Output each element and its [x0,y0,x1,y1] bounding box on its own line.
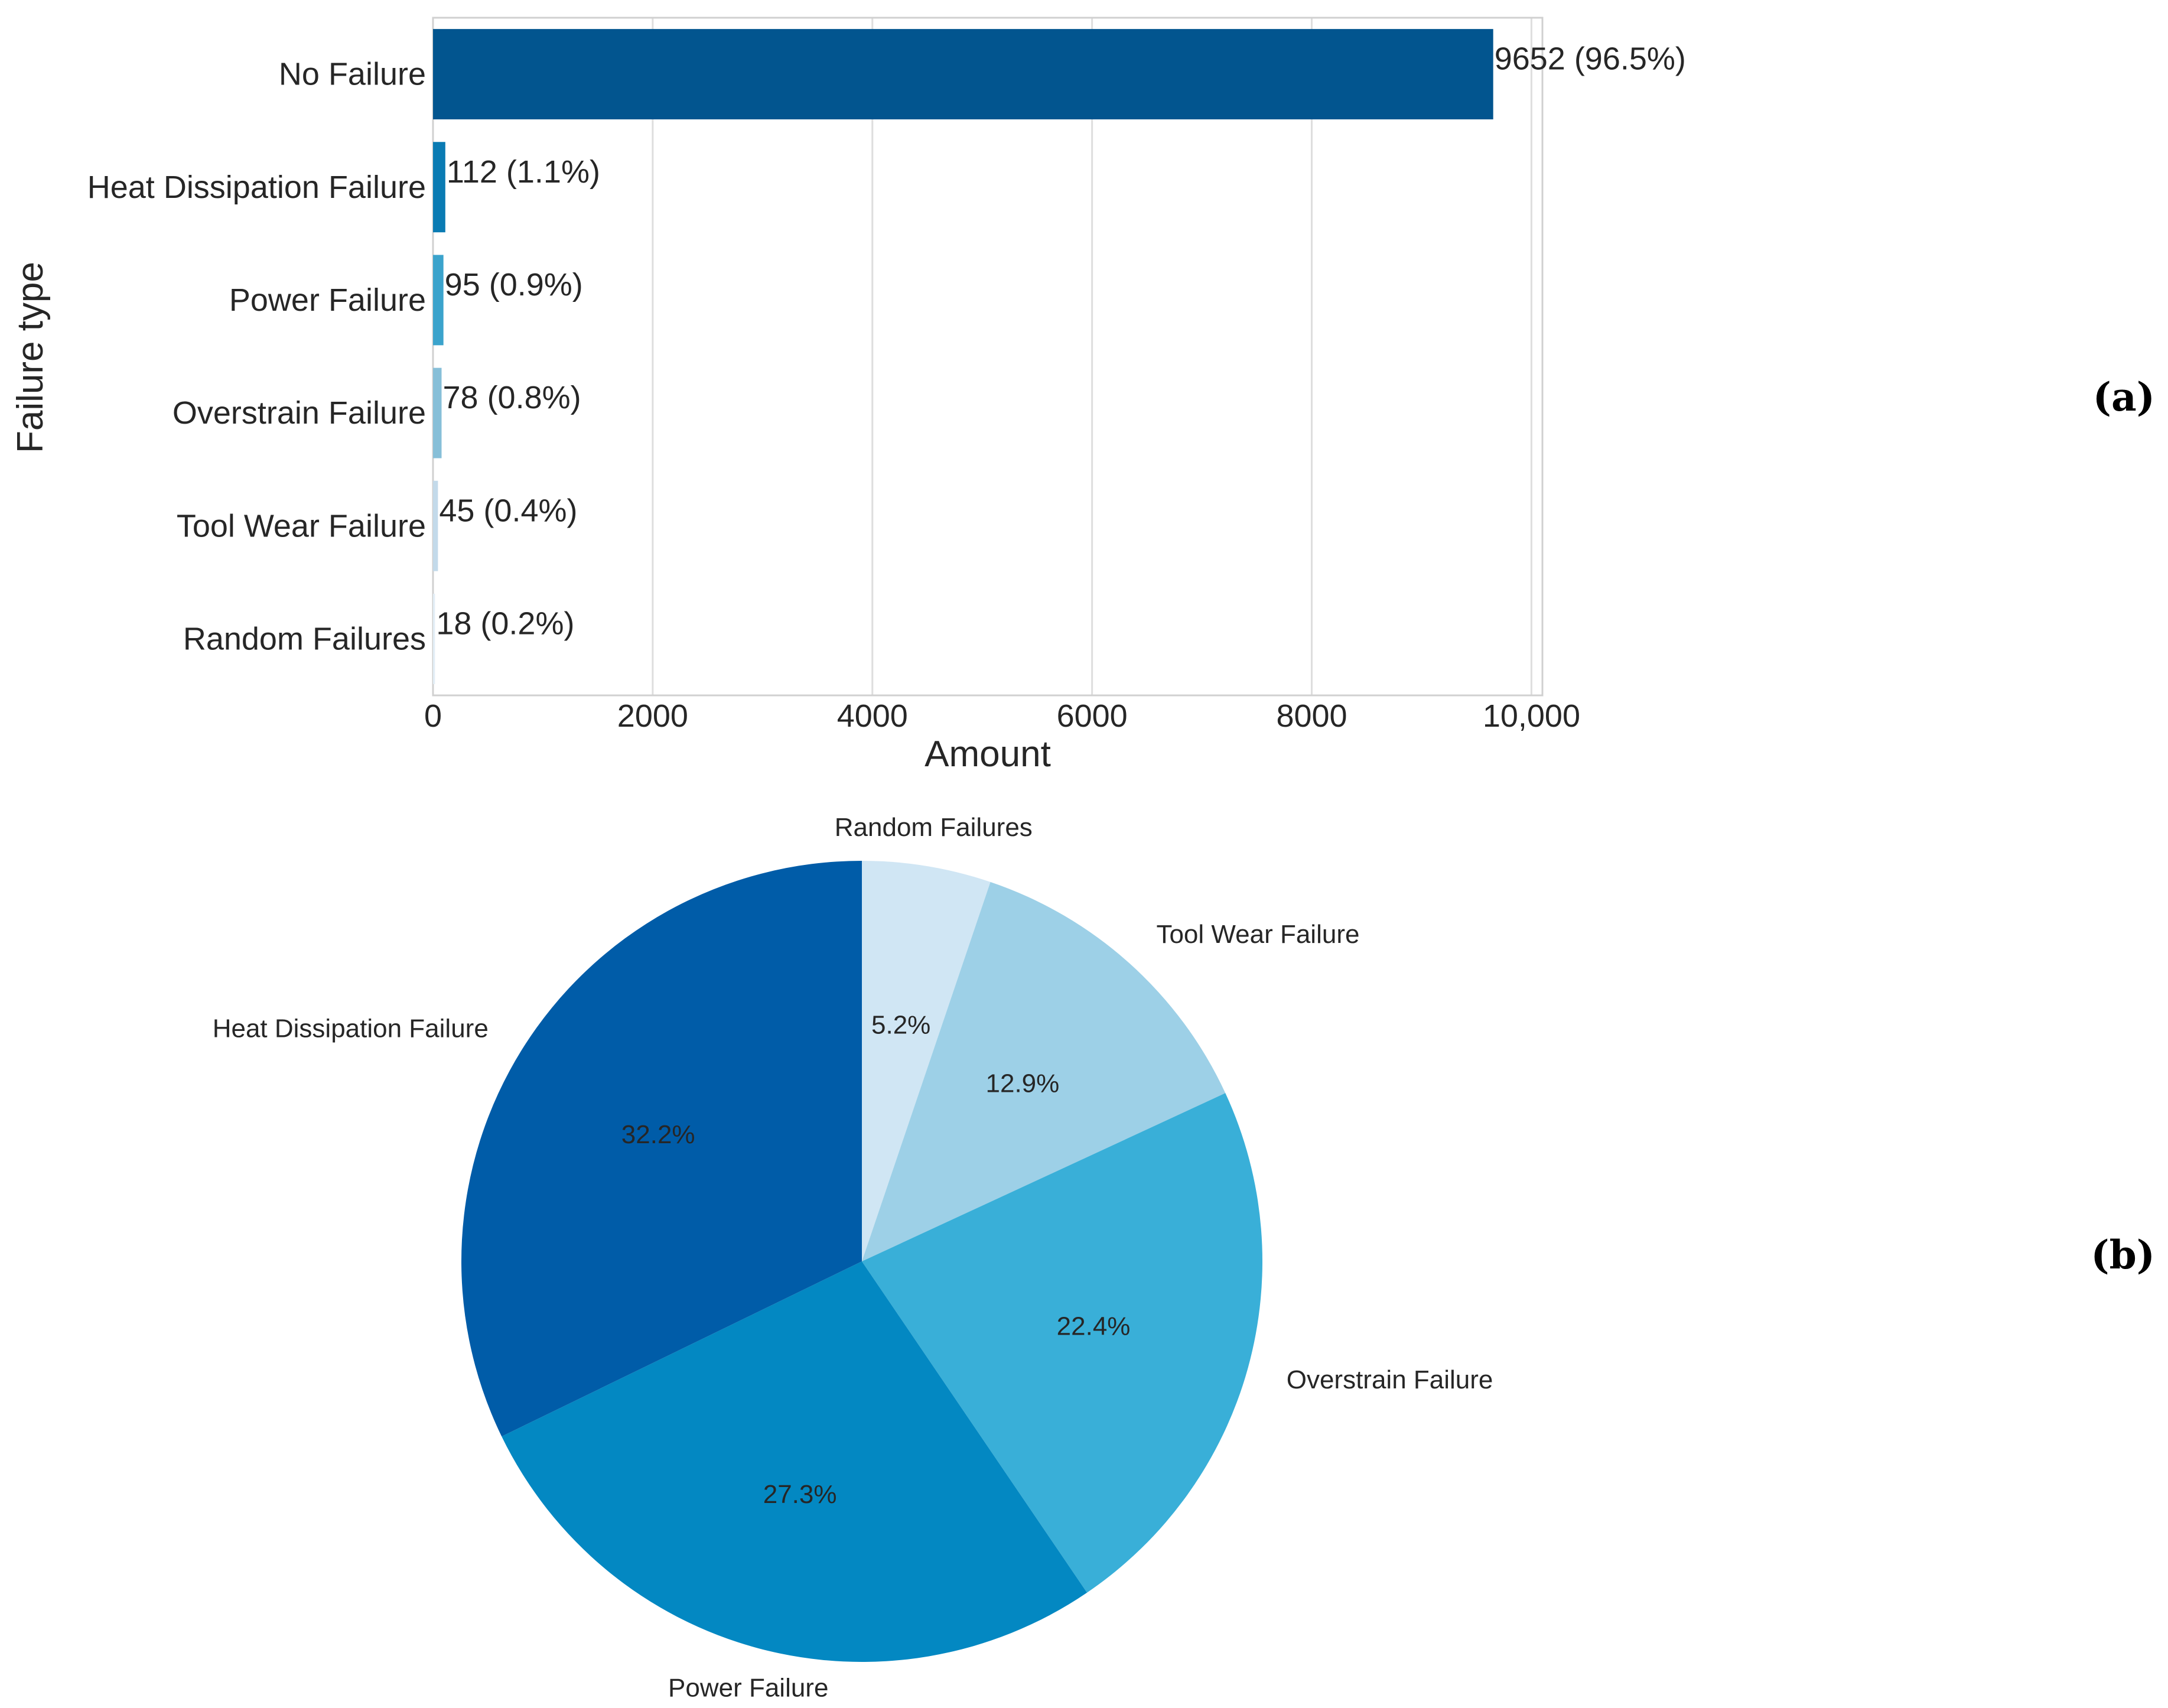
panel-label-b: (b) [2091,1232,2155,1278]
pie-slice-label: Tool Wear Failure [1156,920,1359,949]
bar-chart: 9652 (96.5%) 112 (1.1%) 95 (0.9%) 78 (0.8%)… [10,17,2155,775]
panel-label-a: (a) [2093,374,2155,420]
bar-category-label: No Failure [279,57,426,92]
bar-x-tick-label: 0 [424,698,442,734]
pie-slice-label: Overstrain Failure [1287,1365,1493,1394]
bar-category-label: Overstrain Failure [172,395,426,431]
bar [433,367,442,458]
bar [433,480,438,571]
pie-slice [862,861,991,1261]
bar [433,593,435,684]
bar-x-tick-label: 8000 [1276,698,1347,734]
pie-percent-label: 22.4% [1057,1312,1131,1341]
bar-x-axis-label: Amount [925,734,1051,775]
bar-category-labels: No Failure Heat Dissipation Failure Power … [87,57,426,657]
bar [433,29,1493,120]
pie-slice-label: Heat Dissipation Failure [213,1014,489,1043]
pie-chart: 5.2% 12.9% 22.4% 27.3% 32.2% Random Failures… [213,813,2155,1702]
pie-percent-labels: 5.2% 12.9% 22.4% 27.3% 32.2% [621,1011,1131,1509]
bar-data-label: 78 (0.8%) [443,380,581,415]
bar [433,142,445,233]
bar-data-label: 18 (0.2%) [436,606,574,641]
pie-slice [862,881,1226,1261]
bar-category-label: Heat Dissipation Failure [87,170,426,205]
bar-category-label: Random Failures [183,621,426,656]
pie-percent-label: 27.3% [763,1480,837,1509]
bar-x-tick-label: 6000 [1057,698,1128,734]
pie-slice-labels: Random Failures Tool Wear Failure Overstra… [213,813,1493,1702]
bar-data-label: 45 (0.4%) [439,493,577,528]
bar-category-label: Power Failure [229,282,426,318]
bar-y-axis-label: Failure type [10,262,51,453]
bar-x-tick-label: 2000 [617,698,688,734]
bar [433,255,444,346]
pie-slice-label: Random Failures [835,813,1033,842]
bar-plot-frame [432,17,1544,697]
bar-data-label: 9652 (96.5%) [1495,41,1686,77]
bar-data-label: 95 (0.9%) [445,267,583,302]
pie-slice [862,1093,1262,1593]
pie-slice [502,1261,1088,1662]
pie-slice-label: Power Failure [668,1674,828,1703]
bar-category-label: Tool Wear Failure [177,508,426,544]
pie-percent-label: 32.2% [621,1120,695,1149]
pie-slice [461,861,862,1437]
pie-slices [461,861,1262,1662]
bar-x-tick-labels: 0 2000 4000 6000 8000 10,000 [424,698,1580,734]
bar-x-tick-label: 4000 [837,698,908,734]
bar-series [433,29,1493,684]
bar-x-tick-label: 10,000 [1483,698,1580,734]
bar-data-label: 112 (1.1%) [447,154,600,190]
pie-percent-label: 5.2% [871,1011,930,1040]
bar-data-labels: 9652 (96.5%) 112 (1.1%) 95 (0.9%) 78 (0.8%)… [436,41,1686,642]
pie-percent-label: 12.9% [986,1069,1060,1098]
